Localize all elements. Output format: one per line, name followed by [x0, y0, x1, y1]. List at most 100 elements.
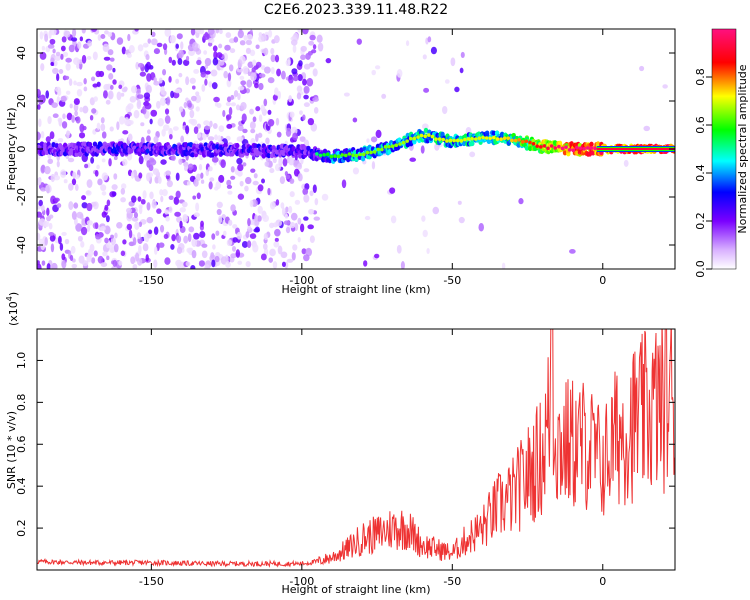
heatmap-cell — [578, 146, 583, 150]
heatmap-cell — [542, 144, 547, 148]
heatmap-cell — [257, 205, 263, 214]
heatmap-cell — [276, 68, 281, 77]
heatmap-cell — [111, 184, 118, 191]
heatmap-cell — [409, 157, 417, 162]
heatmap-cell — [491, 130, 497, 136]
heatmap-cell — [466, 137, 471, 141]
snr-panel: -150 -100 -50 0 0.2 0.4 0.6 0.8 1.0 Height of s… — [5, 292, 676, 596]
heatmap-cell — [196, 192, 201, 200]
heatmap-cell — [280, 70, 286, 80]
snr-frame — [36, 328, 676, 571]
heatmap-cell — [114, 232, 118, 239]
heatmap-cell — [75, 116, 81, 124]
heatmap-cell — [279, 176, 286, 185]
heatmap-cell — [208, 81, 213, 88]
heatmap-cell — [375, 129, 382, 139]
heatmap-cell — [239, 40, 246, 46]
heatmap-cell — [291, 68, 298, 75]
heatmap-cell — [157, 117, 164, 127]
heatmap-cell — [55, 51, 61, 57]
heatmap-cell — [140, 122, 145, 127]
spectrogram-x-ticks: -150 -100 -50 0 — [139, 29, 606, 287]
heatmap-cell — [172, 126, 179, 131]
heatmap-cell — [82, 105, 89, 114]
heatmap-cell — [96, 81, 101, 87]
heatmap-cell — [212, 45, 218, 52]
heatmap-cell — [37, 131, 41, 141]
heatmap-cell — [289, 111, 295, 118]
heatmap-cell — [300, 45, 307, 52]
heatmap-cell — [143, 233, 148, 242]
heatmap-cell — [142, 42, 149, 48]
heatmap-cell — [366, 138, 370, 143]
heatmap-cell — [168, 127, 173, 136]
heatmap-cell — [575, 145, 579, 150]
heatmap-cell — [102, 251, 108, 257]
heatmap-cell — [312, 96, 319, 102]
heatmap-cell — [303, 63, 311, 70]
heatmap-cell — [116, 121, 120, 131]
heatmap-cell — [126, 223, 133, 231]
heatmap-cell — [37, 232, 41, 241]
heatmap-cell — [459, 139, 464, 143]
heatmap-cell — [292, 244, 298, 251]
heatmap-cell — [96, 164, 100, 170]
heatmap-cell — [229, 48, 236, 54]
heatmap-cell — [423, 134, 428, 139]
heatmap-cell — [91, 108, 97, 114]
heatmap-cell — [269, 168, 275, 174]
heatmap-cell — [569, 249, 576, 254]
heatmap-cell — [75, 183, 79, 192]
heatmap-cell — [127, 133, 133, 142]
heatmap-cell — [481, 135, 485, 140]
heatmap-cell — [273, 35, 280, 44]
heatmap-cell — [303, 254, 310, 262]
heatmap-cell — [181, 201, 188, 208]
heatmap-cell — [104, 204, 109, 211]
heatmap-cell — [434, 137, 438, 141]
heatmap-cell — [211, 156, 219, 163]
heatmap-cell — [309, 190, 314, 197]
heatmap-cell — [59, 243, 64, 251]
heatmap-cell — [217, 135, 222, 142]
heatmap-cell — [432, 206, 440, 215]
heatmap-cell — [140, 198, 146, 205]
heatmap-cell — [427, 36, 432, 43]
heatmap-cell — [175, 172, 180, 181]
spectrogram-y-ticks: -40 -20 0 20 40 — [15, 46, 675, 254]
heatmap-cell — [51, 262, 58, 269]
heatmap-cell — [255, 106, 261, 112]
colorbar-ticks: 0.0 0.2 0.4 0.6 0.8 — [694, 68, 712, 278]
heatmap-cell — [159, 97, 166, 106]
heatmap-cell — [109, 126, 114, 132]
heatmap-cell — [178, 49, 184, 59]
heatmap-cell — [200, 71, 206, 78]
heatmap-cell — [61, 260, 67, 269]
heatmap-cell — [387, 144, 391, 149]
heatmap-cell — [153, 226, 159, 235]
heatmap-cell — [312, 68, 318, 77]
heatmap-cell — [47, 44, 55, 49]
heatmap-cell — [257, 184, 264, 192]
heatmap-cell — [242, 128, 248, 134]
heatmap-cell — [174, 211, 181, 217]
heatmap-cell — [107, 49, 114, 56]
heatmap-cell — [185, 125, 190, 135]
heatmap-cell — [207, 29, 215, 36]
heatmap-cell — [198, 163, 203, 171]
heatmap-cell — [567, 148, 572, 152]
heatmap-cell — [95, 70, 101, 78]
heatmap-cell — [288, 205, 293, 214]
heatmap-cell — [333, 154, 337, 158]
heatmap-cell — [196, 132, 202, 139]
heatmap-cell — [218, 43, 223, 49]
heatmap-cell — [227, 190, 233, 195]
heatmap-cell — [308, 40, 315, 46]
heatmap-cell — [100, 262, 108, 268]
heatmap-cell — [118, 115, 125, 125]
heatmap-cell — [149, 150, 154, 156]
heatmap-cell — [147, 129, 151, 135]
heatmap-cell — [477, 136, 482, 140]
heatmap-cell — [302, 114, 306, 121]
heatmap-cell — [419, 133, 424, 138]
